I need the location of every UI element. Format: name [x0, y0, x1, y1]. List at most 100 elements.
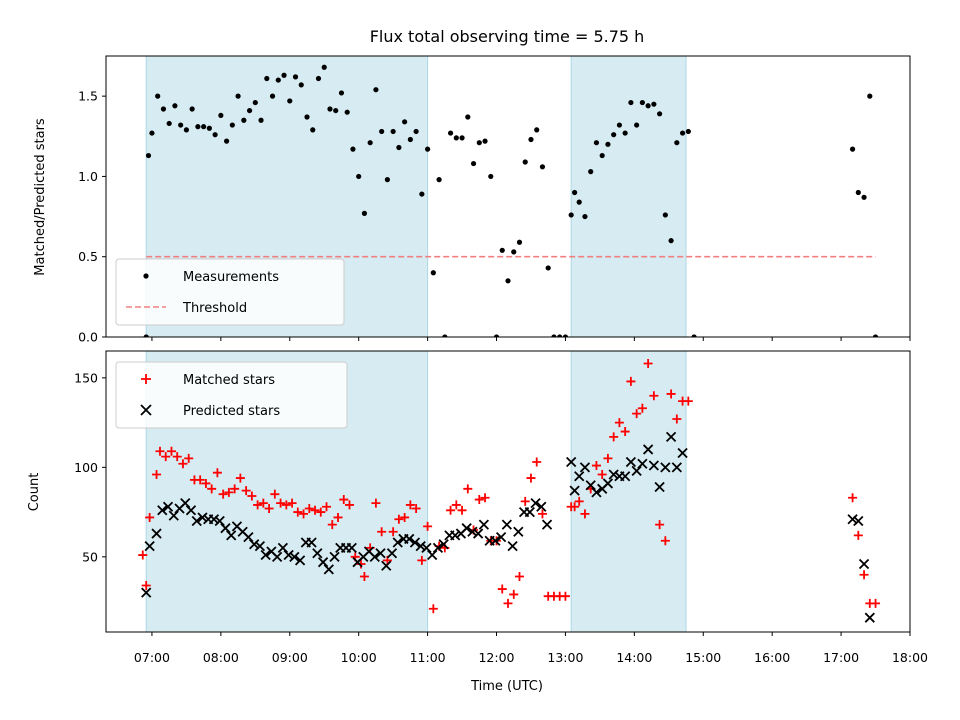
matched-stars-point: [655, 520, 665, 530]
ratio-y-tick-label: 0.0: [78, 330, 98, 345]
measurement-point: [588, 169, 594, 175]
matched-stars-point: [166, 446, 176, 456]
measurement-point: [545, 265, 551, 271]
matched-stars-point: [417, 555, 427, 565]
matched-stars-point: [637, 403, 647, 413]
measurement-point: [229, 122, 235, 128]
count-axes-frame: [105, 350, 911, 633]
measurement-point: [246, 107, 253, 114]
matched-stars-point: [672, 414, 682, 424]
measurement-point: [407, 136, 413, 143]
matched-stars-point: [591, 461, 601, 471]
predicted-stars-point: [637, 458, 648, 469]
measurement-point: [327, 106, 333, 112]
chart-title: Flux total observing time = 5.75 h: [370, 27, 645, 46]
predicted-stars-point: [478, 519, 490, 530]
predicted-stars-point: [415, 540, 426, 552]
matched-stars-point: [451, 500, 461, 510]
matched-stars-point: [201, 478, 211, 488]
matched-stars-point: [848, 493, 858, 503]
predicted-stars-point: [654, 481, 665, 493]
measurement-point: [668, 238, 674, 244]
measurement-point: [338, 90, 345, 96]
measurement-point: [287, 98, 293, 104]
matched-stars-point: [480, 493, 490, 503]
measurement-point: [616, 122, 623, 128]
matched-stars-point: [620, 427, 630, 437]
matched-stars-point: [532, 457, 542, 467]
matched-stars-point: [310, 505, 320, 515]
matched-stars-point: [141, 580, 151, 590]
measurement-point: [657, 111, 663, 117]
predicted-stars-point: [585, 480, 596, 491]
measurement-point: [195, 124, 201, 130]
predicted-stars-point: [317, 557, 329, 568]
measurement-point: [379, 128, 385, 135]
predicted-stars-point: [864, 612, 875, 623]
predicted-stars-point: [243, 532, 254, 543]
legend-label: Matched stars: [183, 373, 275, 388]
x-tick-label: 09:00: [272, 650, 308, 665]
count-plot-area: [138, 359, 881, 623]
legend-label: Threshold: [182, 301, 247, 316]
predicted-stars-point: [381, 560, 392, 571]
matched-stars-point: [597, 469, 607, 479]
matched-stars-point: [580, 509, 590, 519]
x-tick-label: 10:00: [341, 650, 377, 665]
predicted-stars-point: [283, 549, 294, 561]
measurement-point: [321, 64, 327, 70]
ratio-y-tick-label: 0.5: [78, 249, 98, 264]
matched-stars-point: [145, 512, 155, 522]
matched-stars-point: [218, 489, 228, 499]
matched-stars-point: [230, 484, 240, 494]
matched-stars-point: [514, 572, 524, 582]
matched-stars-point: [356, 559, 366, 569]
matched-stars-point: [155, 446, 165, 456]
measurement-point: [373, 87, 379, 93]
predicted-stars-point: [438, 539, 449, 550]
predicted-stars-point: [569, 485, 580, 496]
matched-stars-point: [537, 509, 547, 519]
matched-stars-point: [614, 418, 624, 428]
matched-stars-point: [400, 512, 410, 522]
matched-stars-point: [270, 489, 280, 499]
predicted-stars-point: [386, 548, 398, 559]
predicted-stars-point: [501, 519, 512, 530]
measurement-point: [572, 189, 578, 196]
count-y-tick-label: 50: [82, 549, 98, 564]
predicted-stars-point: [608, 469, 619, 480]
x-tick-label: 14:00: [616, 650, 652, 665]
top-y-axis-label: Matched/Predicted stars: [33, 118, 48, 276]
matched-stars-point: [184, 453, 194, 463]
predicted-stars-point: [858, 558, 870, 570]
measurement-point: [390, 128, 396, 135]
matched-stars-point: [520, 496, 530, 506]
matched-stars-point: [503, 598, 513, 608]
matched-stars-point: [235, 473, 245, 483]
predicted-stars-point: [306, 537, 317, 548]
predicted-stars-point: [168, 510, 179, 521]
measurement-point: [534, 127, 540, 133]
measurement-point: [166, 120, 172, 127]
predicted-stars-point: [450, 530, 461, 541]
matched-stars-point: [316, 507, 326, 517]
matched-stars-point: [287, 498, 297, 508]
matched-stars-point: [603, 453, 613, 463]
measurement-point: [143, 334, 149, 337]
predicted-stars-point: [427, 549, 438, 561]
measurement-point: [679, 130, 686, 136]
x-tick-label: 18:00: [892, 650, 928, 665]
x-tick-label: 15:00: [685, 650, 721, 665]
measurement-point: [872, 334, 879, 337]
predicted-stars-point: [260, 549, 271, 561]
matched-stars-point: [649, 391, 659, 401]
measurement-point: [674, 140, 680, 146]
measurement-point: [645, 103, 651, 109]
predicted-stars-point: [648, 460, 660, 471]
predicted-stars-point: [631, 465, 642, 477]
measurement-point: [516, 239, 523, 245]
legend-label: Predicted stars: [183, 404, 280, 419]
measurement-point: [149, 130, 155, 136]
predicted-stars-point: [404, 533, 415, 545]
measurement-point: [413, 128, 419, 135]
